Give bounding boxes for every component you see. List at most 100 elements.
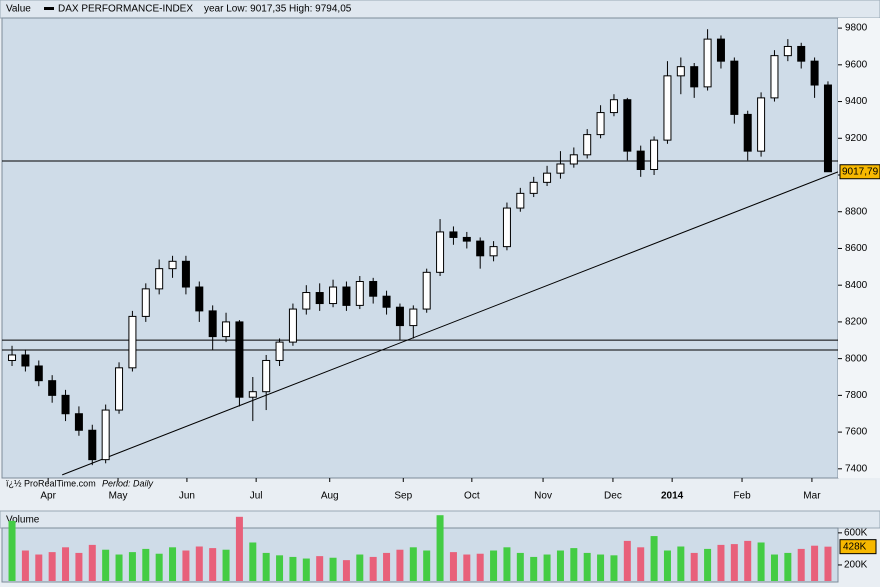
volume-bar bbox=[62, 547, 70, 581]
trendline bbox=[62, 171, 839, 476]
volume-bar bbox=[209, 548, 217, 581]
header-range: year Low: 9017,35 High: 9794,05 bbox=[204, 4, 352, 15]
y-tick-label: 9400 bbox=[845, 96, 868, 107]
candle-body bbox=[650, 139, 659, 170]
candle-body bbox=[181, 260, 190, 288]
volume-bar bbox=[409, 547, 417, 581]
y-tick-label: 9800 bbox=[845, 23, 868, 34]
y-tick-label: 9600 bbox=[845, 59, 868, 70]
volume-bar bbox=[222, 549, 230, 581]
candle-body bbox=[382, 295, 391, 308]
volume-bar bbox=[530, 556, 538, 581]
y-tick-label: 8200 bbox=[845, 317, 868, 328]
volume-bar bbox=[369, 556, 377, 581]
candle-body bbox=[797, 45, 806, 62]
volume-bar bbox=[784, 552, 792, 581]
volume-bar bbox=[570, 548, 578, 581]
candle-body bbox=[208, 310, 217, 338]
x-tick-label: Jul bbox=[250, 491, 263, 502]
candle-body bbox=[449, 231, 458, 238]
candle-body bbox=[302, 292, 311, 310]
volume-bar bbox=[75, 552, 83, 581]
source: ï¿½ ProRealTime.com bbox=[6, 478, 96, 488]
volume-title: Volume bbox=[6, 515, 40, 526]
volume-bar bbox=[182, 550, 190, 581]
candle-body bbox=[222, 321, 231, 338]
volume-bar bbox=[316, 556, 324, 581]
candle-body bbox=[462, 236, 471, 242]
volume-bar bbox=[289, 556, 297, 581]
volume-bar bbox=[811, 545, 819, 581]
volume-bar bbox=[356, 554, 364, 581]
candle-body bbox=[556, 163, 565, 174]
volume-bar bbox=[476, 553, 484, 581]
candle-body bbox=[716, 38, 725, 62]
volume-bar bbox=[262, 552, 270, 581]
volume-bar bbox=[623, 540, 631, 581]
candle-body bbox=[141, 288, 150, 317]
volume-bar bbox=[757, 542, 765, 581]
volume-bar bbox=[516, 552, 524, 581]
volume-last-box bbox=[839, 539, 877, 555]
last-value-box bbox=[839, 164, 880, 180]
candle-body bbox=[783, 45, 792, 57]
volume-bar bbox=[650, 536, 658, 581]
candle-body bbox=[757, 97, 766, 152]
volume-bar bbox=[396, 549, 404, 581]
candle-body bbox=[315, 292, 324, 305]
volume-bar bbox=[583, 552, 591, 581]
candle-body bbox=[61, 394, 70, 415]
volume-bar bbox=[824, 546, 832, 581]
volume-y-tick-label: 600K bbox=[844, 528, 868, 539]
volume-bar bbox=[770, 554, 778, 581]
volume-bar bbox=[744, 540, 752, 581]
volume-bar bbox=[677, 546, 685, 581]
candle-body bbox=[155, 268, 164, 290]
x-tick-label: 2014 bbox=[661, 491, 684, 502]
candle-body bbox=[636, 150, 645, 170]
y-tick-label: 9200 bbox=[845, 133, 868, 144]
volume-bar bbox=[543, 554, 551, 581]
plot-area bbox=[1, 17, 839, 479]
y-tick-label: 7400 bbox=[845, 463, 868, 474]
candle-body bbox=[128, 315, 137, 369]
period: Period: Daily bbox=[102, 478, 154, 488]
candle-body bbox=[369, 281, 378, 297]
x-tick-label: Apr bbox=[40, 491, 56, 502]
volume-bar bbox=[704, 548, 712, 581]
volume-bar bbox=[142, 548, 150, 581]
candle-body bbox=[101, 409, 110, 461]
volume-bar bbox=[329, 557, 337, 581]
volume-bar bbox=[436, 515, 444, 581]
volume-bar bbox=[342, 560, 350, 581]
candle-body bbox=[422, 271, 431, 310]
volume-bar bbox=[637, 547, 645, 581]
candle-body bbox=[770, 55, 779, 99]
candle-body bbox=[88, 429, 97, 461]
volume-bar bbox=[35, 554, 43, 581]
candle-body bbox=[235, 321, 244, 398]
candle-body bbox=[730, 60, 739, 115]
candle-body bbox=[690, 66, 699, 88]
x-tick-label: May bbox=[109, 491, 128, 502]
y-tick-label: 7600 bbox=[845, 427, 868, 438]
volume-bar bbox=[690, 552, 698, 581]
volume-bar bbox=[88, 544, 96, 581]
candle-body bbox=[355, 281, 364, 306]
volume-bar bbox=[102, 549, 110, 581]
candle-body bbox=[703, 38, 712, 88]
candle-body bbox=[743, 113, 752, 152]
candle-body bbox=[34, 365, 43, 382]
volume-bar bbox=[556, 550, 564, 581]
last-value-label: 9017,79 bbox=[842, 166, 879, 177]
x-tick-label: Jun bbox=[179, 491, 195, 502]
candle-body bbox=[609, 99, 618, 114]
x-tick-label: Aug bbox=[321, 491, 339, 502]
x-tick-label: Nov bbox=[534, 491, 552, 502]
candle-body bbox=[195, 286, 204, 312]
volume-bar bbox=[797, 548, 805, 581]
volume-bar bbox=[717, 544, 725, 581]
volume-bar bbox=[169, 547, 177, 581]
volume-bar bbox=[490, 550, 498, 581]
